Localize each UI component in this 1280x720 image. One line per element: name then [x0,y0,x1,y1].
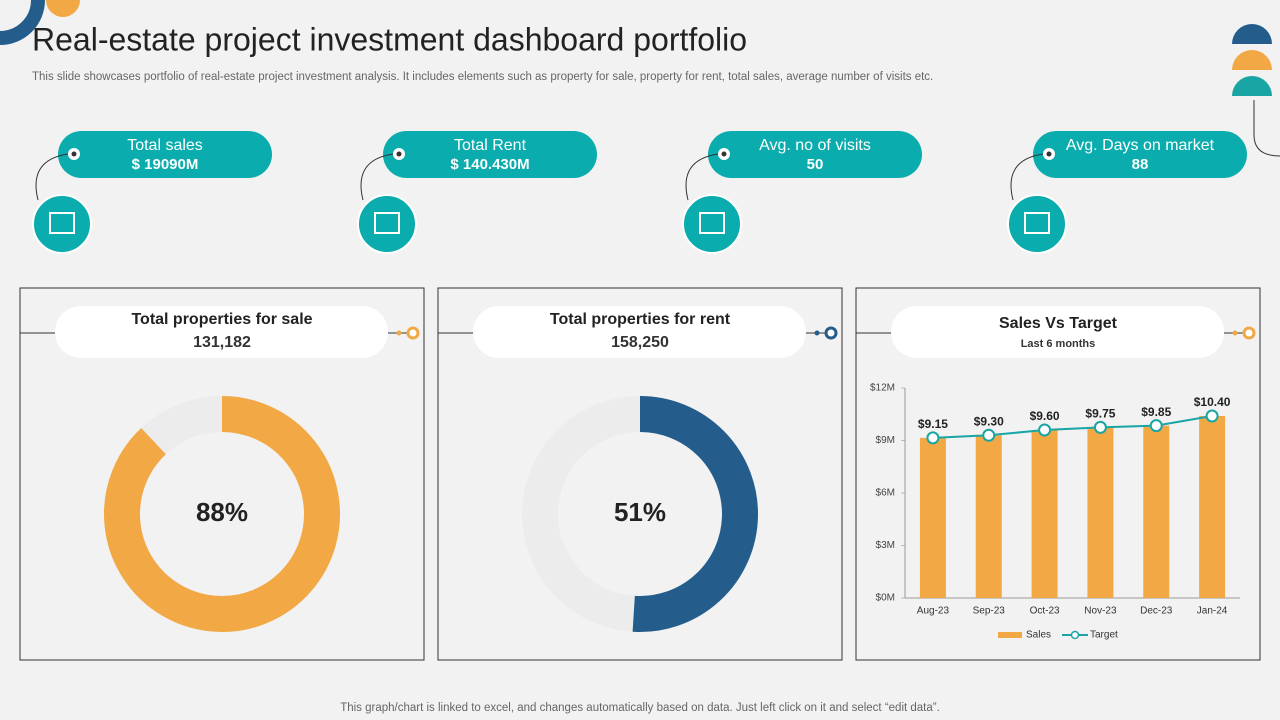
x-tick-label: Dec-23 [1140,606,1173,617]
kpi-connector [685,153,719,201]
panel-dot [396,330,402,336]
decor-arc [0,0,45,45]
legend-swatch [1070,630,1080,640]
donut-arc [632,396,758,632]
kpi-value: 50 [807,156,824,173]
chart-title: Sales Vs Target [999,315,1118,332]
x-tick-label: Nov-23 [1084,606,1117,617]
y-tick-label: $9M [876,435,895,446]
kpi-connector [35,153,69,201]
decor-line [1253,100,1280,157]
donut-label: 88% [196,497,248,527]
x-tick-label: Aug-23 [917,606,950,617]
line-point [1093,420,1107,434]
chart-subtitle: 158,250 [611,334,669,351]
kpi-pill [383,131,597,178]
x-tick-label: Sep-23 [973,606,1006,617]
kpi-dot-core [721,151,727,157]
data-label: $9.85 [1141,405,1171,419]
x-tick-label: Oct-23 [1030,606,1060,617]
y-tick-label: $12M [870,383,895,394]
kpi-value: $ 19090M [132,156,199,173]
bar [1031,430,1058,598]
data-label: $9.15 [918,417,948,431]
panel-header [55,306,388,358]
panel-header [891,306,1224,358]
kpi-pill [708,131,922,178]
legend-swatch [998,632,1022,638]
chart-subtitle: 131,182 [193,334,251,351]
donut-arc [104,396,340,632]
decor-half [1232,24,1272,44]
panel-dot [814,330,820,336]
line-point [1149,419,1163,433]
legend-label: Sales [1026,630,1051,641]
kpi-icon [682,194,742,254]
x-tick-label: Jan-24 [1197,606,1228,617]
legend-label: Target [1090,630,1118,641]
kpi-label: Avg. no of visits [759,137,871,154]
footer-note: This graph/chart is linked to excel, and… [340,702,940,714]
line-point [1205,409,1219,423]
panel-dot [1232,330,1238,336]
bar [919,437,946,598]
panel-ring [406,326,420,340]
line-point [1038,423,1052,437]
kpi-label: Total Rent [454,137,527,154]
line-point [926,431,940,445]
bar [1143,425,1170,598]
decor-half [46,0,80,17]
kpi-icon-glyph [49,212,75,234]
kpi-icon-glyph [1024,212,1050,234]
kpi-icon [1007,194,1067,254]
decor-half [1232,50,1272,70]
kpi-label: Avg. Days on market [1066,137,1215,154]
kpi-icon [357,194,417,254]
kpi-value: 88 [1132,156,1149,173]
kpi-icon [32,194,92,254]
data-label: $9.60 [1030,409,1060,423]
kpi-dot-core [71,151,77,157]
panel-ring [824,326,838,340]
kpi-dot-core [1046,151,1052,157]
decor-half [1232,76,1272,96]
kpi-pill [58,131,272,178]
kpi-icon-glyph [374,212,400,234]
page-title: Real-estate project investment dashboard… [32,21,747,57]
data-label: $10.40 [1194,395,1231,409]
panel-header [473,306,806,358]
line-point [982,428,996,442]
kpi-connector [1010,153,1044,201]
bar [975,435,1002,598]
bar [1199,416,1226,598]
kpi-dot-core [396,151,402,157]
chart-subtitle: Last 6 months [1021,338,1096,350]
bar [1087,427,1114,598]
kpi-pill [1033,131,1247,178]
y-tick-label: $0M [876,593,895,604]
data-label: $9.30 [974,414,1004,428]
kpi-value: $ 140.430M [450,156,529,173]
y-tick-label: $3M [876,540,895,551]
panel-ring [1242,326,1256,340]
kpi-label: Total sales [127,137,203,154]
chart-title: Total properties for sale [131,311,312,328]
kpi-icon-glyph [699,212,725,234]
line [932,415,1213,439]
donut-label: 51% [614,497,666,527]
data-label: $9.75 [1085,407,1115,421]
kpi-connector [360,153,394,201]
page-subtitle: This slide showcases portfolio of real-e… [32,71,933,83]
chart-title: Total properties for rent [550,311,731,328]
y-tick-label: $6M [876,488,895,499]
